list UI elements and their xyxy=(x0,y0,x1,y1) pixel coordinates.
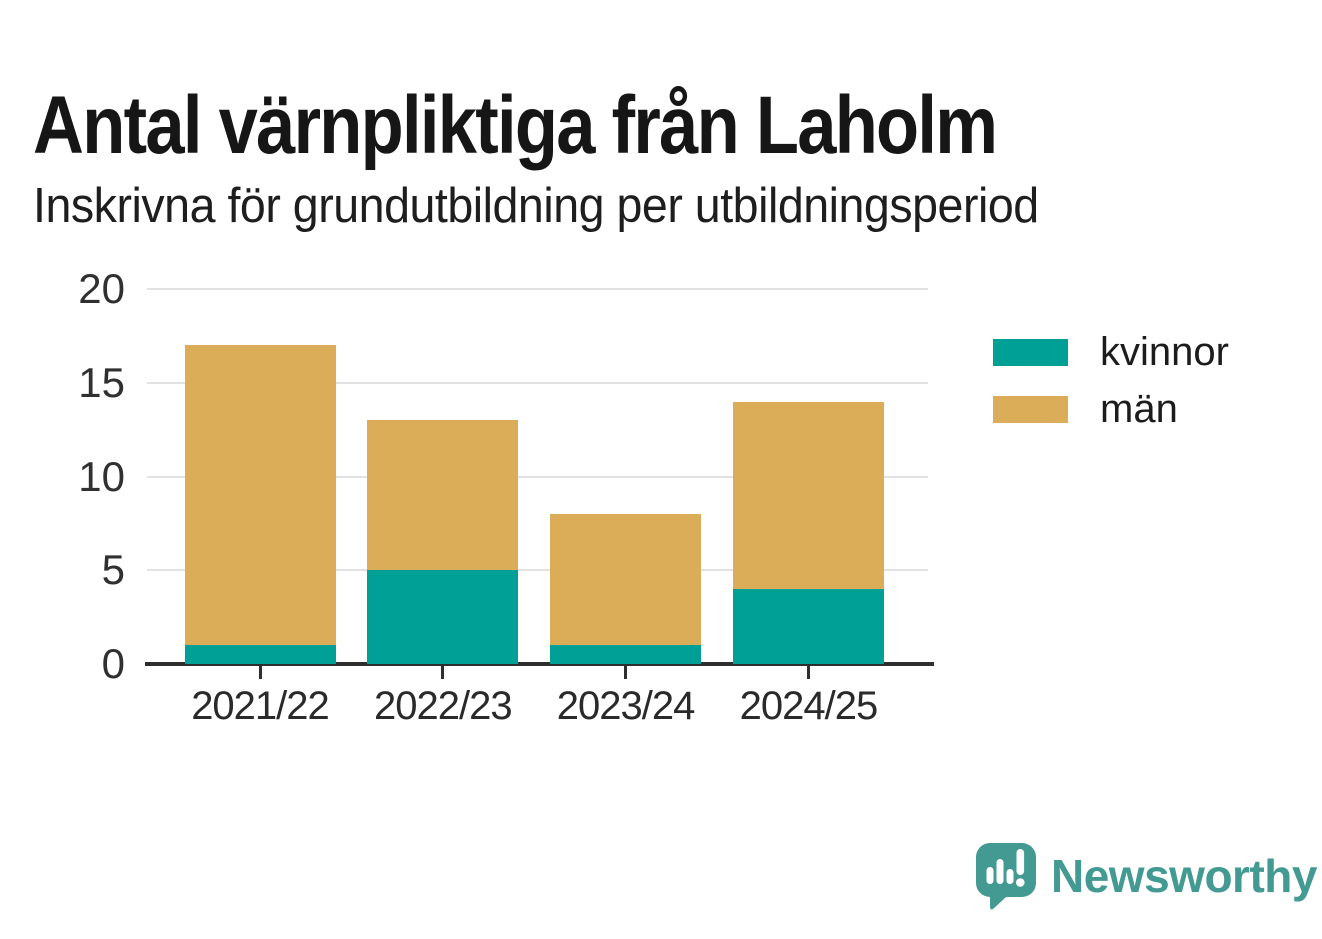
chart-subtitle: Inskrivna för grundutbildning per utbild… xyxy=(33,179,1039,233)
bar-2022/23-kvinnor xyxy=(367,570,519,664)
x-axis-tick-2021/22 xyxy=(258,666,262,679)
x-axis-tick-2023/24 xyxy=(624,666,628,679)
bar-2023/24-män xyxy=(550,514,702,646)
y-axis-tick-label-20: 20 xyxy=(78,265,125,312)
speech-bubble-shape xyxy=(976,843,1036,910)
chart-legend: kvinnor män xyxy=(993,332,1229,446)
legend-swatch-kvinnor-icon xyxy=(993,338,1068,366)
x-axis-label-2024/25: 2024/25 xyxy=(739,684,879,728)
legend-label-kvinnor: kvinnor xyxy=(1100,330,1229,374)
logo-bar-1 xyxy=(986,867,994,884)
y-axis-tick-label-0: 0 xyxy=(101,640,125,687)
brand-logo: Newsworthy xyxy=(975,842,1317,910)
gridline-5 xyxy=(147,569,928,572)
gridline-20 xyxy=(147,288,928,290)
gridline-15 xyxy=(147,381,928,384)
logo-bar-2 xyxy=(996,859,1004,884)
logo-bar-3 xyxy=(1006,869,1014,884)
x-axis-tick-2022/23 xyxy=(441,666,445,679)
x-axis-label-2022/23: 2022/23 xyxy=(373,684,513,728)
bar-2023/24-kvinnor xyxy=(550,645,702,664)
brand-name: Newsworthy xyxy=(1051,850,1317,902)
bar-2024/25-män xyxy=(732,401,884,589)
bar-2022/23-män xyxy=(367,420,519,571)
x-axis-tick-2024/25 xyxy=(806,666,810,679)
chart-title: Antal värnpliktiga från Laholm xyxy=(33,79,998,171)
legend-swatch-man-icon xyxy=(993,395,1068,423)
legend-label-man: män xyxy=(1100,387,1178,431)
y-axis-tick-label-10: 10 xyxy=(78,452,125,500)
logo-exclamation-rod xyxy=(1016,849,1025,875)
y-axis-tick-label-15: 15 xyxy=(78,358,125,406)
bar-2021/22-kvinnor xyxy=(184,645,336,664)
x-axis-label-2023/24: 2023/24 xyxy=(556,684,696,728)
bar-2024/25-kvinnor xyxy=(732,589,884,664)
x-axis-label-2021/22: 2021/22 xyxy=(191,684,330,728)
plot-area: 0 5 10 15 20 2021/22 2022/23 2023/24 2024/25 xyxy=(78,265,934,728)
bar-2021/22-män xyxy=(184,345,336,646)
logo-exclamation-dot xyxy=(1016,878,1025,887)
legend-item-kvinnor: kvinnor xyxy=(993,332,1229,372)
gridline-10 xyxy=(147,475,928,478)
newsworthy-speech-bubble-chart-icon xyxy=(976,843,1036,910)
legend-item-man: män xyxy=(993,389,1229,429)
x-axis-line xyxy=(145,662,934,666)
y-axis-tick-label-5: 5 xyxy=(101,546,125,594)
